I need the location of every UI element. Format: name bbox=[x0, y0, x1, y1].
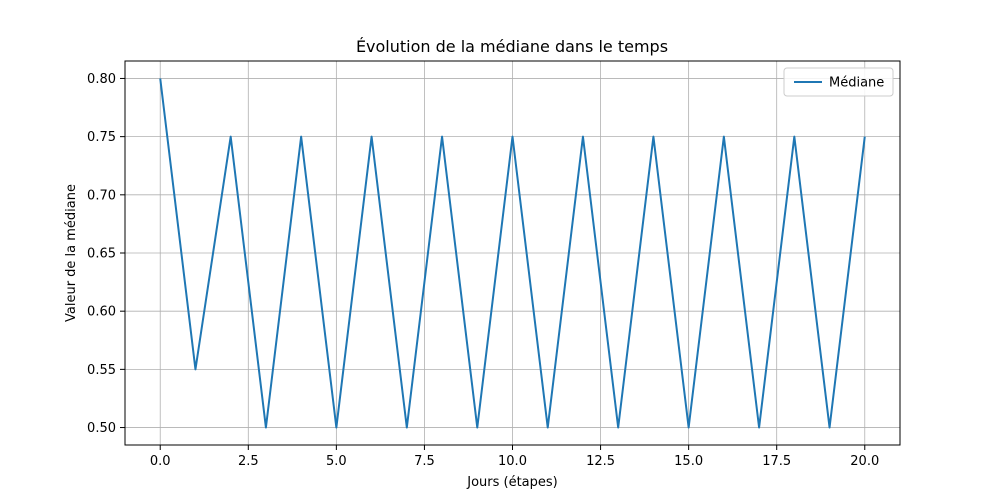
series-line-Médiane bbox=[159, 78, 866, 429]
x-tick-label: 10.0 bbox=[498, 454, 527, 469]
y-tick-label: 0.55 bbox=[87, 363, 116, 378]
y-tick-label: 0.65 bbox=[87, 247, 116, 262]
x-tick-label: 17.5 bbox=[762, 454, 791, 469]
y-tick-label: 0.60 bbox=[87, 305, 116, 320]
y-tick-label: 0.75 bbox=[87, 130, 116, 145]
x-tick-label: 2.5 bbox=[238, 454, 259, 469]
x-axis: 0.0 2.5 5.0 7.5 10.0 12.5 15.0 17.5 20.0 bbox=[150, 445, 879, 469]
y-tick-label: 0.70 bbox=[87, 188, 116, 203]
legend: Médiane bbox=[783, 67, 894, 97]
y-axis-label: Valeur de la médiane bbox=[64, 184, 79, 322]
legend-box bbox=[783, 67, 894, 97]
x-axis-label: Jours (étapes) bbox=[466, 475, 558, 490]
x-tick-label: 5.0 bbox=[326, 454, 347, 469]
grid-lines bbox=[125, 61, 900, 445]
x-tick-label: 20.0 bbox=[850, 454, 879, 469]
y-axis: 0.50 0.55 0.60 0.65 0.70 0.75 0.80 bbox=[87, 72, 125, 436]
y-tick-label: 0.50 bbox=[87, 421, 116, 436]
plot-area bbox=[159, 78, 866, 429]
legend-label: Médiane bbox=[829, 76, 884, 91]
x-tick-label: 0.0 bbox=[150, 454, 171, 469]
x-tick-label: 15.0 bbox=[674, 454, 703, 469]
chart-title: Évolution de la médiane dans le temps bbox=[356, 37, 668, 56]
x-tick-label: 7.5 bbox=[414, 454, 435, 469]
y-tick-label: 0.80 bbox=[87, 72, 116, 87]
x-tick-label: 12.5 bbox=[586, 454, 615, 469]
